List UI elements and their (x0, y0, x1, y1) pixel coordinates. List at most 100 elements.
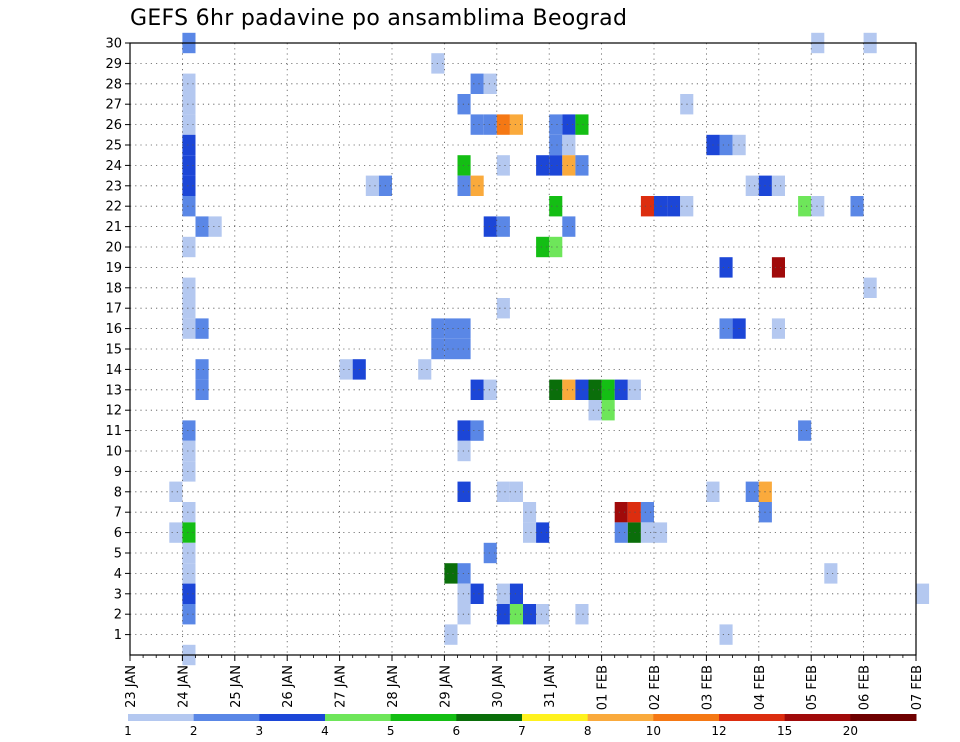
colorbar-swatch (653, 714, 720, 721)
colorbar-swatch (784, 714, 851, 721)
heatmap-cell (509, 114, 523, 135)
y-tick-label: 23 (105, 179, 122, 194)
heatmap-cell (182, 277, 196, 298)
heatmap-cell (575, 155, 589, 176)
y-tick-label: 28 (105, 77, 122, 92)
y-tick-label: 10 (105, 445, 122, 460)
gridlines (130, 42, 916, 655)
heatmap-cell (771, 175, 785, 196)
heatmap-cells (169, 32, 930, 666)
heatmap-cell (536, 236, 550, 258)
heatmap-cell (470, 420, 484, 441)
x-tick-label: 25 JAN (229, 665, 244, 708)
heatmap-cell (457, 563, 471, 584)
heatmap-cell (195, 216, 209, 237)
heatmap-cell (562, 216, 576, 237)
colorbar-swatch (193, 714, 260, 721)
heatmap-cell (182, 134, 196, 156)
y-tick-label: 26 (105, 118, 122, 133)
heatmap-cell (575, 114, 589, 135)
heatmap-cell (614, 522, 628, 543)
heatmap-cell (601, 379, 615, 400)
heatmap-cell (182, 298, 196, 319)
heatmap-cell (536, 522, 550, 543)
y-tick-label: 20 (105, 241, 122, 256)
y-tick-label: 5 (114, 547, 122, 562)
heatmap-cell (195, 379, 209, 400)
heatmap-cell (470, 175, 484, 196)
heatmap-cell (339, 359, 353, 380)
heatmap-cell (444, 318, 458, 339)
y-tick-label: 24 (105, 159, 122, 174)
heatmap-cell (509, 604, 523, 625)
heatmap-cell (182, 522, 196, 543)
y-tick-label: 13 (105, 383, 122, 398)
heatmap-cell (719, 624, 733, 645)
heatmap-cell (195, 359, 209, 380)
x-tick-label: 07 FEB (910, 665, 925, 710)
heatmap-cell (562, 114, 576, 135)
heatmap-cell (496, 604, 510, 625)
heatmap-cell (640, 502, 654, 523)
heatmap-cell (509, 583, 523, 604)
heatmap-cell (470, 379, 484, 400)
heatmap-cell (457, 94, 471, 115)
y-tick-label: 3 (114, 587, 122, 602)
x-tick-label: 26 JAN (281, 665, 296, 708)
colorbar-tick-label: 2 (190, 724, 198, 738)
x-tick-label: 02 FEB (648, 665, 663, 710)
heatmap-cell (536, 604, 550, 625)
y-tick-label: 29 (105, 57, 122, 72)
colorbar-swatch (522, 714, 589, 721)
heatmap-cell (182, 318, 196, 339)
heatmap-cell (614, 379, 628, 400)
heatmap-cell (549, 155, 563, 176)
x-tick-label: 27 JAN (334, 665, 349, 708)
x-tick-label: 04 FEB (753, 665, 768, 710)
heatmap-cell (627, 502, 641, 523)
heatmap-cell (719, 318, 733, 339)
heatmap-cell (575, 379, 589, 400)
heatmap-cell (536, 155, 550, 176)
heatmap-cell (496, 114, 510, 135)
heatmap-cell (470, 73, 484, 94)
heatmap-cell (496, 155, 510, 176)
heatmap-cell (457, 175, 471, 196)
heatmap-cell (588, 379, 602, 400)
colorbar-swatch (587, 714, 654, 721)
heatmap-cell (523, 522, 537, 543)
y-tick-label: 4 (114, 567, 122, 582)
heatmap-cell (509, 481, 523, 502)
heatmap-cell (182, 114, 196, 135)
heatmap-cell (182, 73, 196, 94)
x-tick-label: 05 FEB (805, 665, 820, 710)
heatmap-cell (601, 400, 615, 421)
heatmap-cell (549, 379, 563, 400)
heatmap-cell (470, 114, 484, 135)
heatmap-cell (549, 236, 563, 258)
y-tick-label: 15 (105, 343, 122, 358)
heatmap-cell (627, 379, 641, 400)
heatmap-cell (863, 277, 877, 298)
y-tick-label: 19 (105, 261, 122, 276)
colorbar-swatch (259, 714, 326, 721)
heatmap-cell (523, 604, 537, 625)
colorbar-tick-label: 4 (321, 724, 329, 738)
heatmap-cell (182, 583, 196, 604)
heatmap-cell (562, 155, 576, 176)
heatmap-cell (182, 542, 196, 564)
heatmap-cell (208, 216, 222, 237)
heatmap-cell (745, 481, 759, 502)
heatmap-cell (457, 583, 471, 604)
colorbar-swatch (128, 714, 195, 721)
y-tick-label: 21 (105, 220, 122, 235)
heatmap-cell (182, 440, 196, 462)
y-tick-label: 18 (105, 281, 122, 296)
x-tick-label: 29 JAN (438, 665, 453, 708)
heatmap-cell (549, 134, 563, 156)
colorbar-tick-label: 10 (646, 724, 661, 738)
heatmap-cell (470, 583, 484, 604)
x-tick-label: 28 JAN (386, 665, 401, 708)
heatmap-cell (457, 420, 471, 441)
